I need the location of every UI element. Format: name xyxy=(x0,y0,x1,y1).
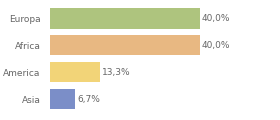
Bar xyxy=(50,62,100,82)
Text: 6,7%: 6,7% xyxy=(78,95,101,104)
Bar xyxy=(50,89,75,109)
Text: 40,0%: 40,0% xyxy=(202,14,230,23)
Bar xyxy=(50,35,200,55)
Text: 13,3%: 13,3% xyxy=(102,68,131,77)
Bar xyxy=(50,8,200,29)
Text: 40,0%: 40,0% xyxy=(202,41,230,50)
